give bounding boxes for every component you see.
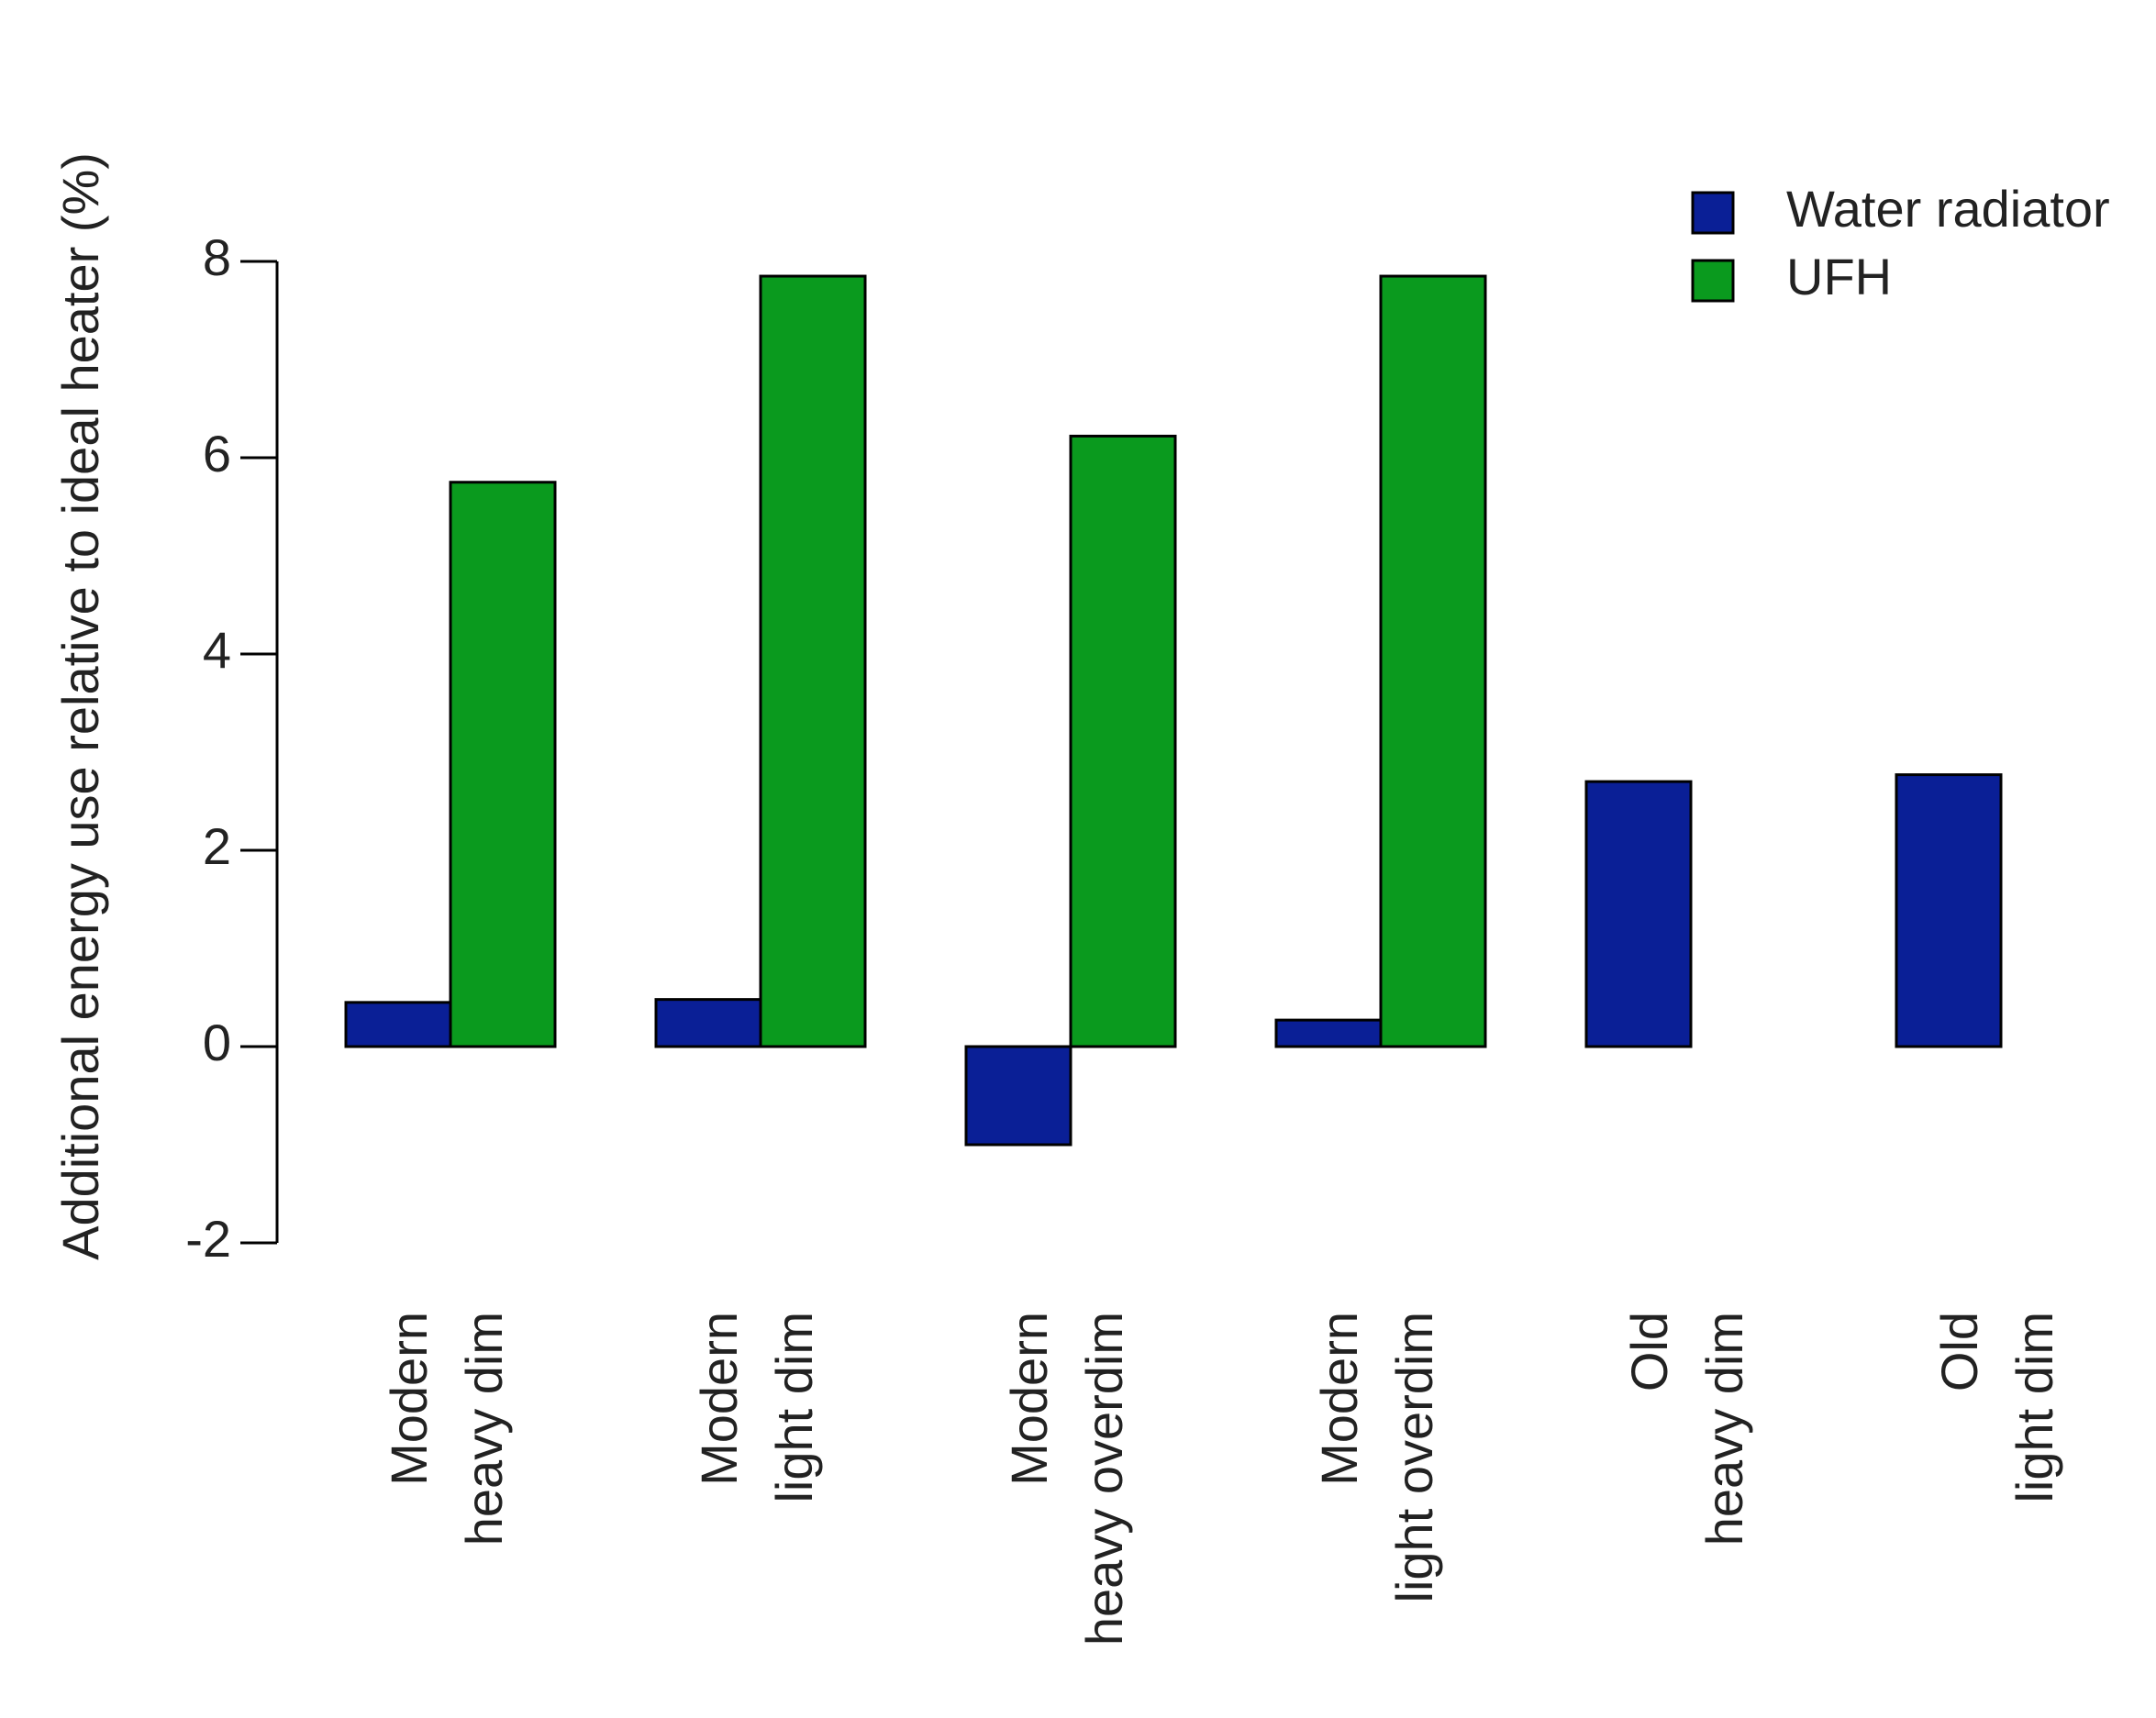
y-tick-label: -2 — [185, 1210, 231, 1268]
category-label: heavy overdim — [1075, 1312, 1133, 1646]
legend-label: UFH — [1786, 248, 1892, 305]
y-axis-label: Additional energy use relative to ideal … — [51, 152, 109, 1260]
y-tick-label: 6 — [203, 425, 231, 482]
category-label: light overdim — [1385, 1312, 1443, 1602]
category-labels: Modern heavy dim Modern light dim Modern heav… — [380, 1312, 2063, 1646]
legend-label: Water radiator — [1786, 180, 2110, 238]
category-label: Modern — [690, 1312, 748, 1486]
category-label: Old — [1620, 1312, 1678, 1391]
legend-swatch — [1691, 259, 1735, 303]
bar-ufh-3 — [1379, 274, 1487, 1048]
category-label: light dim — [765, 1312, 823, 1503]
y-tick-label: 4 — [203, 621, 231, 679]
bar-water-radiator-1 — [654, 998, 762, 1048]
y-axis: -2 0 2 4 6 8 — [185, 228, 279, 1268]
category-label: Old — [1930, 1312, 1988, 1391]
category-label: Modern — [380, 1312, 438, 1486]
category-label: light dim — [2006, 1312, 2063, 1503]
bar-water-radiator-2 — [964, 1045, 1072, 1147]
bar-water-radiator-5 — [1895, 773, 2003, 1048]
category-label: Modern — [1000, 1312, 1058, 1486]
y-tick-label: 0 — [203, 1014, 231, 1071]
bar-water-radiator-3 — [1274, 1018, 1383, 1048]
y-tick-label: 8 — [203, 228, 231, 286]
bar-ufh-1 — [759, 274, 867, 1048]
bar-ufh-2 — [1069, 434, 1177, 1048]
legend-swatch — [1691, 191, 1735, 235]
bar-water-radiator-0 — [344, 1001, 452, 1048]
bar-ufh-0 — [449, 481, 557, 1048]
bar-water-radiator-4 — [1584, 780, 1693, 1048]
category-label: heavy dim — [1695, 1312, 1753, 1546]
y-tick-label: 2 — [203, 817, 231, 875]
category-label: heavy dim — [455, 1312, 513, 1546]
legend: Water radiator UFH — [1691, 180, 2110, 305]
category-label: Modern — [1310, 1312, 1368, 1486]
bars — [344, 274, 2003, 1147]
